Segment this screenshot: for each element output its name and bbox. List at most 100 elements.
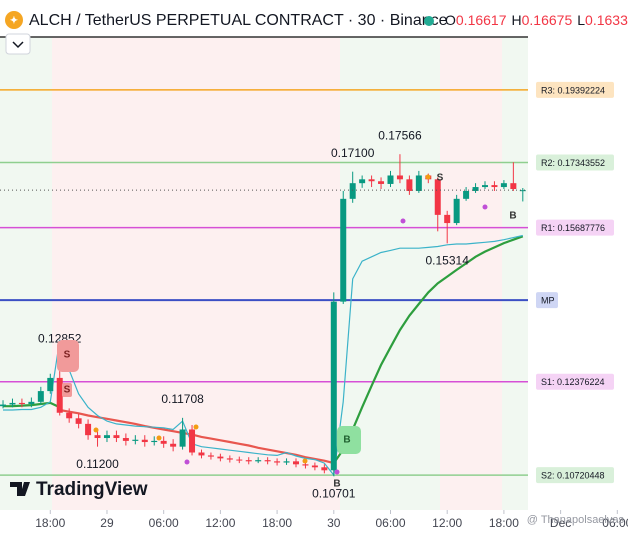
candle-body	[170, 443, 177, 447]
candle-body	[37, 391, 44, 402]
signal-label: B	[509, 211, 516, 222]
dot	[193, 424, 199, 430]
collapse-button[interactable]	[5, 33, 31, 55]
level-label: S2: 0.10720448	[541, 470, 605, 480]
brand: TradingView	[10, 479, 148, 500]
dot	[156, 435, 162, 441]
candle-body	[226, 458, 233, 460]
candle-body	[482, 185, 489, 188]
candle-body	[472, 187, 479, 191]
ohlc-value: 0.16675	[522, 12, 573, 28]
time-axis: 18:00 29 06:00 12:00 18:00 30 06:00 12:00 18:00 D…	[35, 510, 628, 530]
candle-body	[9, 402, 16, 405]
price-annotation: 0.17100	[331, 146, 375, 160]
candle-body	[66, 412, 73, 419]
candle-body	[179, 429, 186, 447]
signal-label: S	[437, 173, 444, 184]
candle-body	[85, 423, 92, 436]
signal-label: S	[64, 385, 71, 396]
candle-body	[463, 190, 470, 199]
candle-body	[396, 175, 403, 180]
signal-label: B	[343, 435, 350, 446]
candle-body	[245, 460, 252, 462]
candle-body	[56, 377, 63, 413]
candle-body	[274, 461, 281, 463]
candle-body	[207, 455, 214, 457]
candle-body	[122, 438, 129, 441]
band	[52, 37, 340, 510]
signals: S S B B S B	[57, 173, 517, 490]
watermark: @ Thanapolsaelvas	[527, 514, 625, 526]
candles	[0, 154, 528, 477]
brand-name: TradingView	[36, 479, 148, 500]
symbol-icon-mark: ✦	[10, 16, 18, 27]
header: ✦ ALCH / TetherUS PERPETUAL CONTRACT · 3…	[5, 11, 628, 55]
level-box	[536, 219, 614, 236]
x-tick-label: 29	[100, 516, 114, 530]
x-tick-label: 12:00	[432, 516, 462, 530]
level-box	[536, 467, 614, 484]
level-label: R1: 0.15687776	[541, 223, 605, 233]
candle-body	[141, 439, 148, 443]
candle-body	[255, 460, 262, 462]
candle-body	[349, 183, 356, 199]
symbol-icon	[5, 11, 23, 29]
candle-body	[132, 439, 139, 441]
candle-body	[198, 452, 205, 456]
ohlc-key: O	[445, 12, 456, 28]
level-box	[536, 292, 558, 309]
candle-body	[311, 465, 318, 468]
signal-box	[62, 383, 72, 397]
candle-body	[415, 175, 422, 191]
price-annotation: 0.15314	[426, 254, 470, 268]
candle-body	[236, 459, 243, 461]
level-label: S1: 0.12376224	[541, 377, 605, 387]
price-annotation: 0.11708	[161, 392, 204, 406]
candle-body	[330, 301, 337, 471]
x-tick-label: 30	[327, 516, 341, 530]
x-tick-label: 18:00	[35, 516, 65, 530]
ohlc-value: 0.16617	[456, 12, 507, 28]
level-box	[536, 81, 614, 98]
price-axis	[528, 37, 628, 510]
candle-body	[113, 435, 120, 439]
candle-body	[0, 404, 7, 407]
dot	[425, 174, 431, 180]
candle-body	[368, 179, 375, 182]
signal-label: S	[64, 350, 71, 361]
price-annotation: 0.11200	[76, 457, 119, 471]
dot	[482, 204, 488, 210]
level-label: R3: 0.19392224	[541, 85, 605, 95]
dot	[302, 458, 308, 464]
ohlc-key: L	[577, 12, 585, 28]
candle-body	[151, 440, 158, 443]
bands	[0, 37, 528, 510]
annotations: 0.128520.112000.117080.107010.171000.175…	[38, 128, 469, 500]
ohlc-key: H	[512, 12, 522, 28]
price-annotation: 0.10701	[312, 486, 356, 500]
ohlc-value: 0.16334	[585, 12, 628, 28]
candle-body	[302, 464, 309, 466]
brand-logo	[10, 482, 30, 496]
candle-body	[491, 185, 498, 188]
candle-body	[292, 461, 299, 465]
dot	[334, 469, 340, 475]
candle-body	[359, 179, 366, 184]
signal-label: B	[333, 479, 340, 490]
dot	[184, 459, 190, 465]
overlay-line	[3, 234, 523, 477]
band	[440, 37, 502, 510]
x-tick-label: 12:00	[205, 516, 235, 530]
candle-body	[103, 435, 110, 439]
candle-body	[519, 190, 526, 192]
dot	[400, 218, 406, 224]
candle-body	[510, 183, 517, 189]
candle-body	[434, 179, 441, 215]
levels	[0, 89, 528, 476]
candle-body	[378, 181, 385, 184]
signal-box	[337, 426, 361, 454]
chart-title: ALCH / TetherUS PERPETUAL CONTRACT · 30 …	[29, 12, 448, 29]
candle-body	[387, 175, 394, 184]
price-annotation: 0.17566	[378, 128, 422, 142]
